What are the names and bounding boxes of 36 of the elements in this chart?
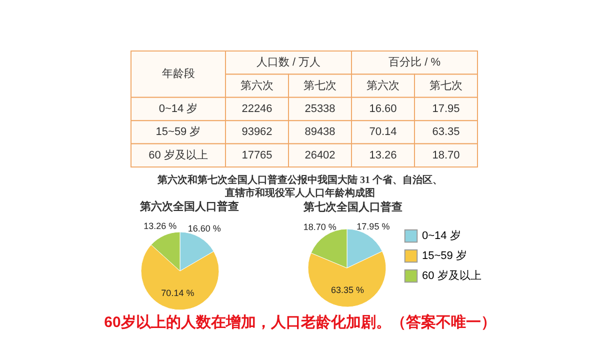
category-label: 0~14 岁 [158,103,198,115]
chart-title: 第六次全国人口普查 [139,200,239,214]
legend-label: 60 岁及以上 [422,269,482,282]
data-label: 18.70 % [303,222,336,232]
text: 60岁以上的人数在增加，人口老龄化加剧。（答案不唯一） [103,313,497,332]
data-label: 13.26 [369,149,397,162]
data-label: 17765 [242,149,272,162]
data-label: 22246 [242,103,272,115]
data-label: 70.14 % [161,288,194,298]
data-label: 63.35 % [331,284,364,295]
series-label: 第七次 [430,78,462,92]
data-label: 93962 [242,126,272,138]
text: 第六次和第七次全国人口普查公报中我国大陆 31 个省、自治区、 [156,174,444,187]
data-label: 70.14 [369,126,397,138]
category-label: 60 岁及以上 [148,148,208,162]
data-label: 17.95 [432,103,460,115]
data-label: 16.60 [369,103,397,115]
series-label: 第六次 [366,78,400,92]
category-label: 15~59 岁 [156,126,201,138]
legend-label: 0~14 岁 [422,230,461,242]
data-label: 16.60 % [188,224,221,234]
data-label: 89438 [304,126,336,138]
data-label: 25338 [304,103,336,115]
chart-title: 第七次全国人口普查 [302,200,402,214]
data-label: 18.70 [432,149,460,162]
text: 年龄段 [162,68,195,80]
text: 人口数 / 万人 [256,56,321,69]
legend-label: 15~59 岁 [422,250,467,262]
data-label: 63.35 [432,126,460,138]
data-label: 13.26 % [144,221,177,232]
series-label: 第七次 [304,78,336,92]
text: 直辖市和现役军人人口年龄构成图 [224,187,376,200]
data-label: 26402 [304,149,336,162]
data-label: 17.95 % [356,222,390,232]
series-label: 第六次 [240,78,274,92]
text: 百分比 / % [388,56,441,69]
